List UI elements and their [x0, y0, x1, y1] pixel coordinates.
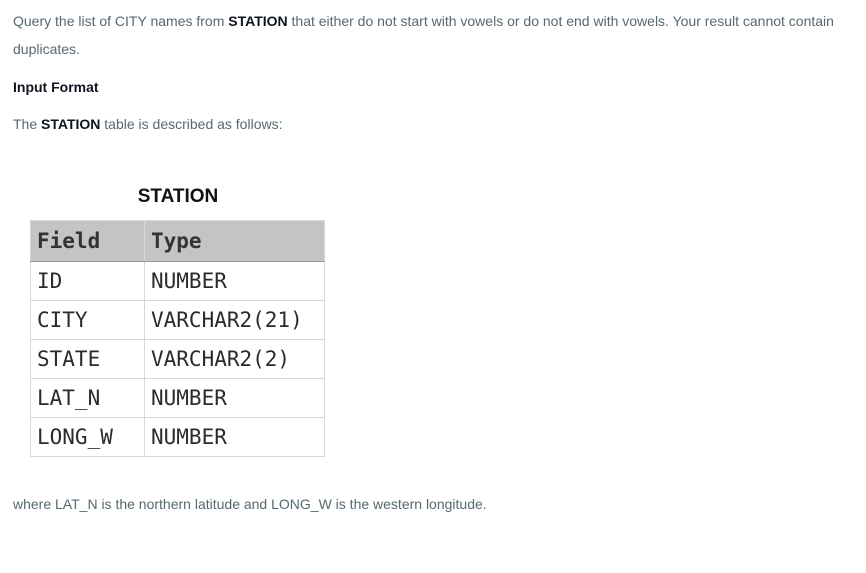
table-description: The STATION table is described as follow…	[13, 110, 848, 138]
figure-title: STATION	[137, 186, 219, 207]
table-desc-end: table is described as follows:	[100, 116, 283, 132]
field-cell: STATE	[30, 339, 145, 379]
type-cell: VARCHAR2(21)	[144, 300, 325, 340]
intro-paragraph: Query the list of CITY names from STATIO…	[13, 7, 848, 63]
station-keyword: STATION	[41, 116, 101, 132]
type-cell: NUMBER	[144, 261, 325, 301]
type-cell: NUMBER	[144, 378, 325, 418]
header-type: Type	[144, 220, 325, 262]
input-format-heading: Input Format	[13, 79, 99, 95]
header-field: Field	[30, 220, 145, 262]
field-cell: CITY	[30, 300, 145, 340]
table-row: ID NUMBER	[30, 261, 325, 301]
table-desc-start: The	[13, 116, 42, 132]
type-cell: VARCHAR2(2)	[144, 339, 325, 379]
table-row: STATE VARCHAR2(2)	[30, 339, 325, 379]
field-cell: LAT_N	[30, 378, 145, 418]
footer-paragraph: where LAT_N is the northern latitude and…	[13, 496, 487, 512]
table-header-row: Field Type	[30, 220, 325, 262]
station-schema-table: Field Type ID NUMBER CITY VARCHAR2(21) S…	[30, 220, 325, 457]
table-row: CITY VARCHAR2(21)	[30, 300, 325, 340]
table-row: LONG_W NUMBER	[30, 417, 325, 457]
intro-text-start: Query the list of CITY names from	[13, 13, 229, 29]
type-cell: NUMBER	[144, 417, 325, 457]
station-keyword: STATION	[228, 13, 288, 29]
field-cell: LONG_W	[30, 417, 145, 457]
field-cell: ID	[30, 261, 145, 301]
table-row: LAT_N NUMBER	[30, 378, 325, 418]
intro-text-end: that either do not start with vowels or …	[13, 13, 834, 57]
station-table-figure: STATION Field Type ID NUMBER CITY VARCHA…	[30, 183, 326, 457]
